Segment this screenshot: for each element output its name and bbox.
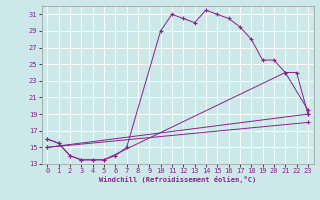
X-axis label: Windchill (Refroidissement éolien,°C): Windchill (Refroidissement éolien,°C) [99, 176, 256, 183]
